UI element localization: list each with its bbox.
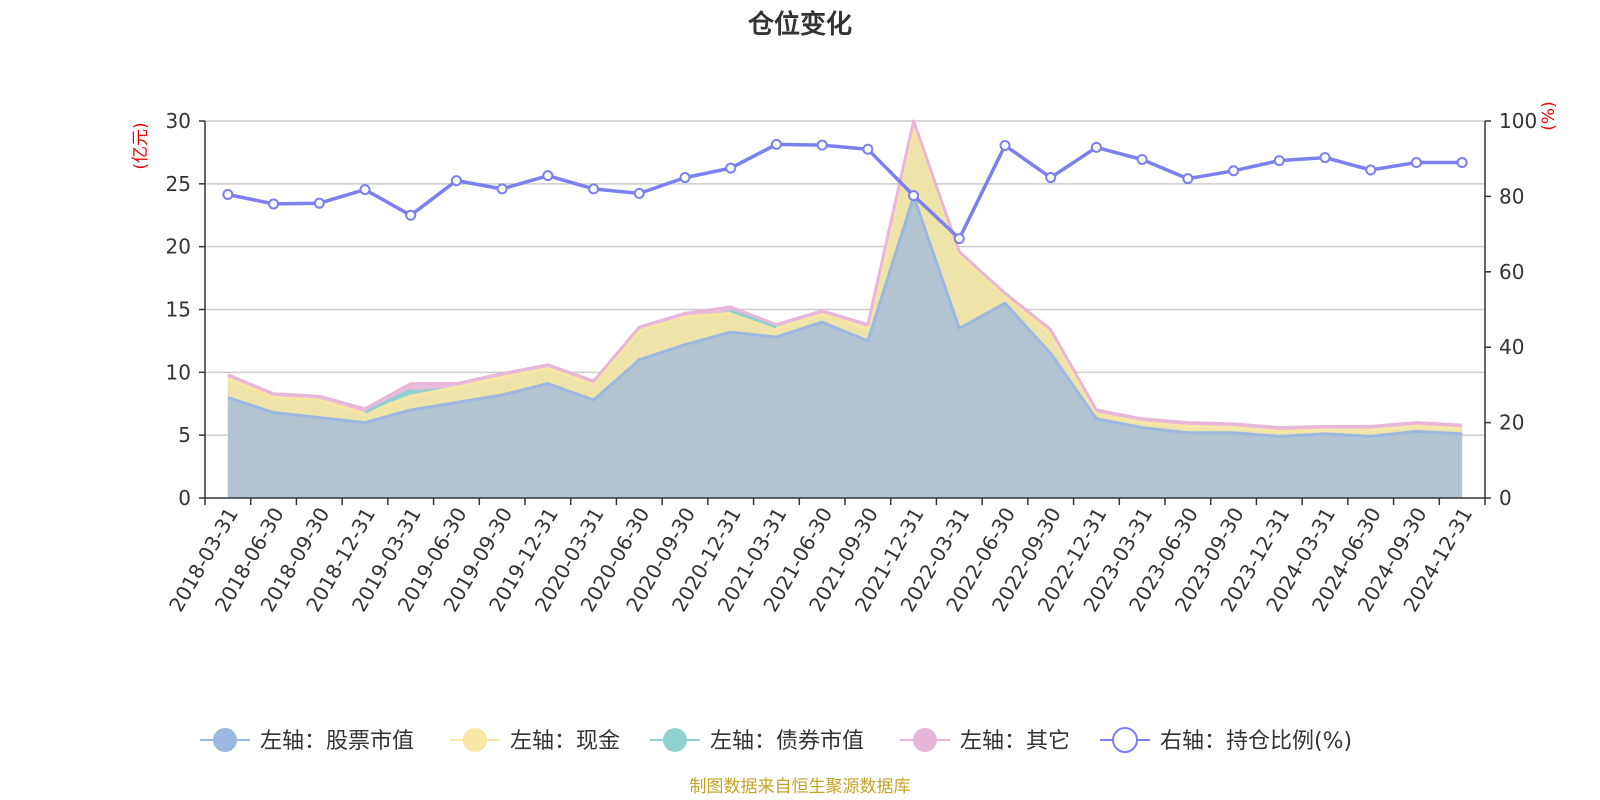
ratio-line-series (222, 138, 1468, 245)
ratio-point (542, 170, 554, 182)
ratio-point (816, 139, 828, 151)
legend-item-4: 右轴：持仓比例(%) (1100, 727, 1352, 754)
legend-item-0: 左轴：股票市值 (200, 728, 414, 754)
right-axis-unit: (%) (1539, 101, 1559, 130)
ratio-point (1410, 156, 1422, 168)
ratio-point (496, 183, 508, 195)
area-edge-3 (227, 119, 1463, 430)
legend-marker (913, 728, 937, 752)
ratio-point (222, 189, 234, 201)
legend-label: 左轴：其它 (960, 729, 1070, 754)
right-tick-label: 60 (1499, 260, 1524, 284)
right-tick-label: 100 (1499, 109, 1537, 133)
ratio-point (1273, 155, 1285, 167)
right-tick-label: 0 (1499, 486, 1512, 510)
left-tick-label: 25 (166, 172, 191, 196)
ratio-point (1228, 165, 1240, 177)
legend-marker (663, 728, 687, 752)
ratio-point (1365, 164, 1377, 176)
area-edge-1 (227, 125, 1463, 433)
ratio-point (633, 187, 645, 199)
legend-item-1: 左轴：现金 (450, 728, 620, 754)
ratio-point (1136, 153, 1148, 165)
left-axis-unit: (亿元) (131, 122, 151, 169)
ratio-point (862, 143, 874, 155)
right-tick-label: 40 (1499, 335, 1524, 359)
left-tick-label: 20 (166, 235, 191, 259)
ratio-point (908, 190, 920, 202)
ratio-point (1045, 172, 1057, 184)
ratio-point (588, 183, 600, 195)
legend-label: 左轴：现金 (510, 729, 620, 754)
legend: 左轴：股票市值 左轴：现金 左轴：债券市值 左轴：其它 右轴：持仓比例(%) (200, 727, 1352, 754)
ratio-point (953, 233, 965, 245)
legend-marker (463, 728, 487, 752)
area-edge-2 (364, 309, 777, 414)
legend-marker (213, 728, 237, 752)
area-0 (227, 196, 1463, 498)
legend-item-3: 左轴：其它 (900, 728, 1070, 754)
ratio-point (770, 138, 782, 150)
ratio-point (679, 172, 691, 184)
ratio-point (1182, 173, 1194, 185)
ratio-point (1090, 141, 1102, 153)
area-edge-0 (227, 194, 1463, 438)
ratio-point (725, 162, 737, 174)
legend-label: 右轴：持仓比例(%) (1160, 729, 1352, 754)
right-tick-label: 20 (1499, 411, 1524, 435)
data-source-note: 制图数据来自恒生聚源数据库 (690, 777, 911, 797)
ratio-line (227, 142, 1463, 241)
ratio-point (999, 140, 1011, 152)
left-tick-label: 5 (178, 423, 191, 447)
ratio-point (405, 209, 417, 221)
ratio-point (359, 184, 371, 196)
legend-item-2: 左轴：债券市值 (650, 728, 864, 754)
legend-label: 左轴：股票市值 (260, 729, 414, 754)
ratio-point (313, 197, 325, 209)
ratio-point (450, 175, 462, 187)
ratio-point (1319, 152, 1331, 164)
legend-label: 左轴：债券市值 (710, 729, 864, 754)
left-tick-label: 30 (166, 109, 191, 133)
left-tick-label: 0 (178, 486, 191, 510)
right-tick-label: 80 (1499, 184, 1524, 208)
left-tick-label: 10 (166, 360, 191, 384)
ratio-point (268, 198, 280, 210)
left-tick-label: 15 (166, 298, 191, 322)
stacked-areas (227, 119, 1463, 499)
legend-marker (1112, 727, 1138, 753)
chart-title: 仓位变化 (747, 9, 852, 40)
ratio-point (1456, 156, 1468, 168)
